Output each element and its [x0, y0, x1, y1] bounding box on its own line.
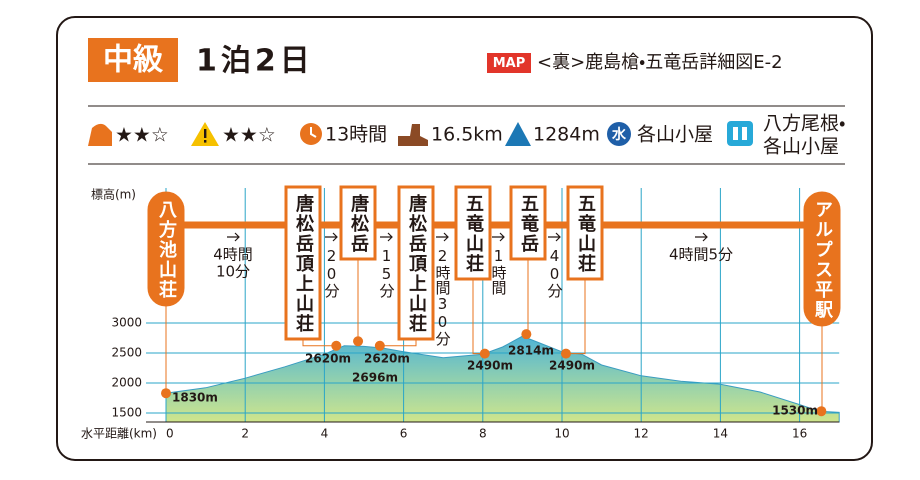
waypoint-box	[284, 185, 322, 341]
clock-hands	[310, 127, 317, 138]
toilet-line: 各山小屋	[763, 136, 839, 158]
waypoint-name: 唐松岳頂上山荘	[406, 193, 427, 334]
warning-mark	[204, 140, 207, 143]
waypoint-name: 八方池山荘	[156, 200, 177, 300]
time: 13時間	[325, 124, 387, 146]
y-tick-label: 1500	[111, 406, 142, 420]
waypoint-name: 唐松岳	[348, 193, 369, 254]
map-badge-text: MAP	[493, 56, 526, 71]
waypoint-point	[374, 340, 385, 351]
level-badge	[88, 38, 178, 82]
waypoint-name: 五竜山荘	[575, 194, 596, 274]
segment-time: 20分	[323, 247, 341, 299]
elevation-label: 1830m	[172, 391, 218, 405]
x-axis-label: 水平距離(km)	[81, 427, 157, 441]
elevation-label: 2814m	[508, 344, 554, 358]
waypoint-point	[331, 340, 342, 351]
difficulty-stars: ★★☆	[115, 123, 169, 147]
toilet-line: 八方尾根・	[763, 113, 845, 135]
y-tick-label: 2500	[111, 346, 142, 360]
map-ref: <裏>鹿島槍・五竜岳詳細図E-2	[537, 52, 783, 73]
elevation-gain: 1284m	[533, 124, 600, 146]
x-tick-label: 14	[713, 427, 728, 441]
map-badge	[487, 53, 531, 73]
waypoint-point	[521, 329, 532, 340]
leader-line	[565, 279, 586, 355]
direction-arrow	[436, 232, 449, 242]
x-tick-label: 0	[166, 427, 174, 441]
y-axis-label: 標高(m)	[91, 188, 136, 202]
mountain-icon	[505, 122, 531, 146]
elevation-label: 2490m	[549, 359, 595, 373]
waypoint-point	[816, 406, 827, 417]
segment-time: 15分	[378, 247, 396, 299]
elevation-label: 2620m	[364, 352, 410, 366]
x-tick-label: 10	[554, 427, 569, 441]
waypoint-point	[353, 336, 364, 347]
waypoint-name: アルプス平駅	[812, 200, 834, 320]
elevation-label: 1530m	[772, 404, 818, 418]
y-tick-label: 2000	[111, 376, 142, 390]
x-tick-label: 12	[634, 427, 649, 441]
elevation-label: 2490m	[467, 359, 513, 373]
station-pill	[803, 191, 841, 327]
station-pill	[147, 191, 185, 307]
water-icon-text: 水	[611, 126, 627, 143]
waypoint-name: 五竜岳	[518, 194, 539, 254]
y-tick-label: 3000	[111, 316, 142, 330]
waypoint-box	[454, 185, 492, 281]
x-tick-label: 6	[400, 427, 408, 441]
elevation-label: 2620m	[305, 352, 351, 366]
waypoint-point	[161, 388, 171, 399]
leader-line	[302, 339, 337, 347]
segment-time: 2時間30分	[434, 247, 452, 347]
danger-stars: ★★☆	[222, 123, 276, 147]
level: 中級	[103, 43, 164, 78]
elevation-label: 2696m	[352, 371, 398, 385]
segment-time: 4時間	[213, 246, 253, 264]
waypoint-box	[339, 185, 377, 261]
x-tick-label: 2	[241, 427, 249, 441]
segment-time: 10分	[216, 263, 250, 281]
waypoint-box	[509, 185, 547, 261]
boot-icon	[398, 124, 428, 146]
toilet-figure	[733, 127, 738, 140]
distance: 16.5km	[431, 124, 503, 146]
waypoint-box	[397, 185, 435, 341]
waypoint-point	[560, 348, 571, 359]
waypoint-box	[566, 185, 604, 281]
direction-arrow	[548, 232, 561, 242]
segment-time: 1時間	[490, 247, 508, 296]
direction-arrow	[695, 232, 708, 242]
toilet-icon	[727, 121, 753, 146]
water-icon	[607, 122, 631, 146]
leader-line	[379, 339, 417, 347]
profile-chart: 1500 2000 2500 3000 0 2 4 6 8 10 12 14 16 八方池山荘 1830m 唐…	[111, 185, 841, 441]
water: 各山小屋	[637, 124, 713, 146]
direction-arrow	[380, 232, 393, 242]
x-tick-label: 8	[479, 427, 487, 441]
segment-time: 40分	[546, 247, 564, 299]
direction-arrow	[227, 232, 240, 242]
duration: 1泊2日	[196, 44, 314, 79]
waypoint-point	[479, 348, 490, 359]
direction-arrow	[325, 232, 338, 242]
x-tick-label: 16	[792, 427, 807, 441]
waypoint-name: 唐松岳頂上山荘	[293, 193, 314, 334]
warning-mark	[204, 129, 207, 138]
direction-arrow	[492, 232, 505, 242]
toilet-figure	[742, 127, 747, 140]
segment-time: 4時間5分	[669, 246, 733, 264]
x-tick-label: 4	[321, 427, 329, 441]
climb-icon	[88, 123, 112, 146]
waypoint-name: 五竜山荘	[463, 194, 484, 274]
